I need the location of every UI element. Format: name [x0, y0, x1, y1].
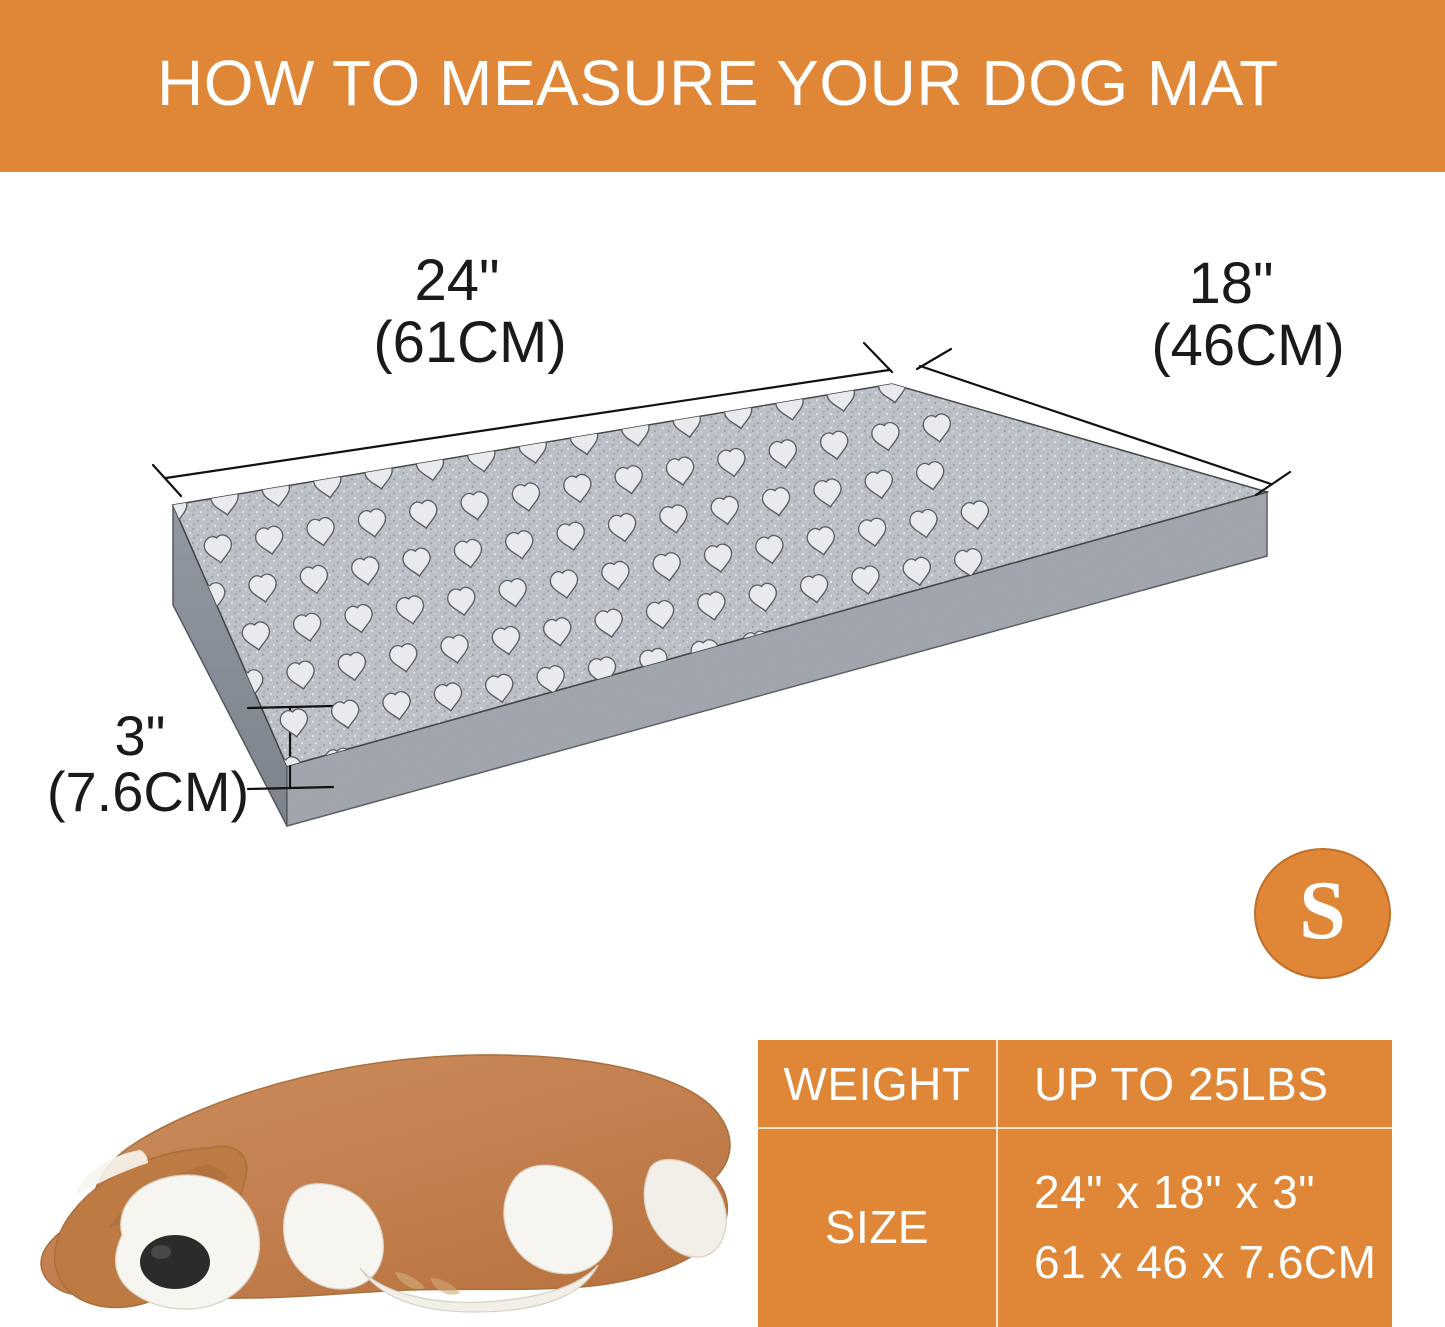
- svg-text:18": 18": [1188, 251, 1273, 316]
- svg-text:24": 24": [414, 248, 499, 313]
- svg-text:(61CM): (61CM): [373, 310, 566, 375]
- svg-text:(46CM): (46CM): [1151, 313, 1344, 378]
- svg-text:3": 3": [114, 704, 165, 767]
- svg-text:(7.6CM): (7.6CM): [47, 760, 249, 823]
